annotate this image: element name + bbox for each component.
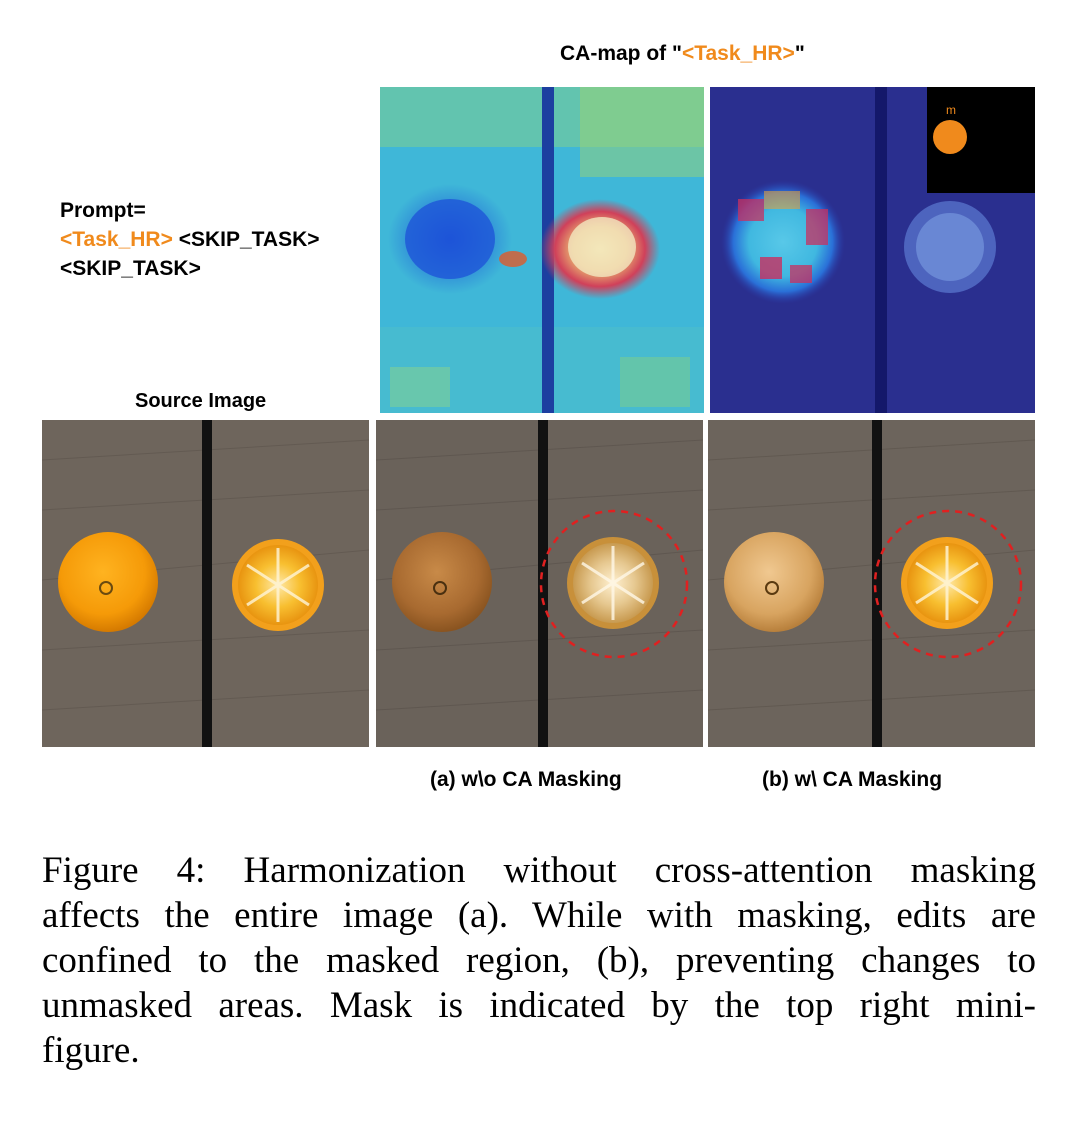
result-b-image	[708, 420, 1035, 747]
prompt-token-hr: <Task_HR>	[60, 228, 173, 251]
mask-inset-dot	[933, 120, 967, 154]
prompt-skip-1: <SKIP_TASK>	[178, 228, 320, 251]
prompt-block: Prompt= <Task_HR> <SKIP_TASK> <SKIP_TASK…	[60, 196, 320, 283]
figure-caption: Figure 4: Harmonization without cross-at…	[42, 848, 1036, 1073]
prompt-skip-2: <SKIP_TASK>	[60, 257, 201, 280]
source-image	[42, 420, 369, 747]
caption-line-1: Figure 4: Harmonization without cross-at…	[42, 850, 1036, 891]
label-a: (a) w\o CA Masking	[430, 768, 622, 791]
source-image-label: Source Image	[135, 390, 267, 412]
dashed-circle-a	[539, 509, 689, 659]
prompt-line-2: <Task_HR> <SKIP_TASK>	[60, 225, 320, 254]
label-b: (b) w\ CA Masking	[762, 768, 943, 791]
caption-line-3: confined to the masked region, (b), prev…	[42, 940, 1036, 981]
caption-line-2: affects the entire image (a). While with…	[42, 895, 1036, 936]
caption-line-5: figure.	[42, 1030, 140, 1071]
camap-title-suffix: "	[794, 42, 805, 65]
result-a-image	[376, 420, 703, 747]
camap-b-heatmap: m	[710, 87, 1035, 413]
camap-title: CA-map of "<Task_HR>"	[560, 42, 805, 66]
prompt-label: Prompt=	[60, 199, 146, 222]
camap-title-prefix: CA-map of "	[560, 42, 682, 65]
camap-a-heatmap	[380, 87, 704, 413]
dashed-circle-b	[873, 509, 1023, 659]
caption-line-4: unmasked areas. Mask is indicated by the…	[42, 985, 1036, 1026]
mask-inset-label: m	[946, 103, 956, 117]
camap-title-token: <Task_HR>	[681, 42, 795, 65]
